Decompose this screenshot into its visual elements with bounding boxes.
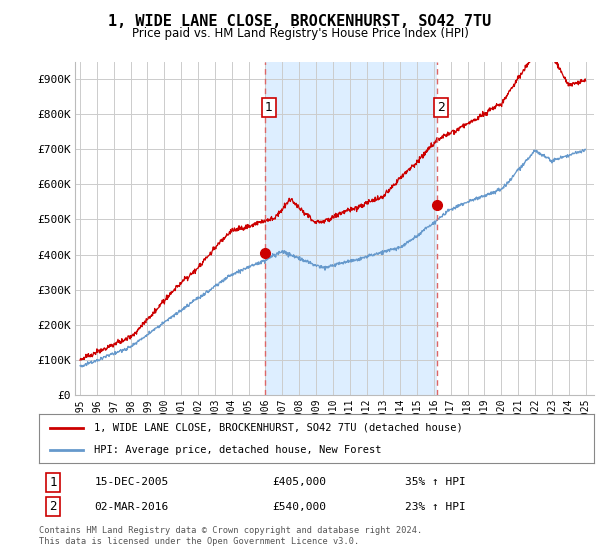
Text: 1: 1 — [49, 475, 56, 489]
Text: 1, WIDE LANE CLOSE, BROCKENHURST, SO42 7TU: 1, WIDE LANE CLOSE, BROCKENHURST, SO42 7… — [109, 14, 491, 29]
Text: 35% ↑ HPI: 35% ↑ HPI — [406, 477, 466, 487]
Text: Contains HM Land Registry data © Crown copyright and database right 2024.
This d: Contains HM Land Registry data © Crown c… — [39, 526, 422, 546]
Text: 2: 2 — [49, 500, 56, 514]
Text: 23% ↑ HPI: 23% ↑ HPI — [406, 502, 466, 512]
Text: 02-MAR-2016: 02-MAR-2016 — [95, 502, 169, 512]
Text: 15-DEC-2005: 15-DEC-2005 — [95, 477, 169, 487]
Text: HPI: Average price, detached house, New Forest: HPI: Average price, detached house, New … — [95, 445, 382, 455]
Bar — [265, 62, 437, 395]
Text: 1, WIDE LANE CLOSE, BROCKENHURST, SO42 7TU (detached house): 1, WIDE LANE CLOSE, BROCKENHURST, SO42 7… — [95, 423, 463, 433]
Text: £540,000: £540,000 — [272, 502, 326, 512]
Text: £405,000: £405,000 — [272, 477, 326, 487]
Text: Price paid vs. HM Land Registry's House Price Index (HPI): Price paid vs. HM Land Registry's House … — [131, 27, 469, 40]
Text: 1: 1 — [265, 101, 272, 114]
Text: 2: 2 — [437, 101, 445, 114]
